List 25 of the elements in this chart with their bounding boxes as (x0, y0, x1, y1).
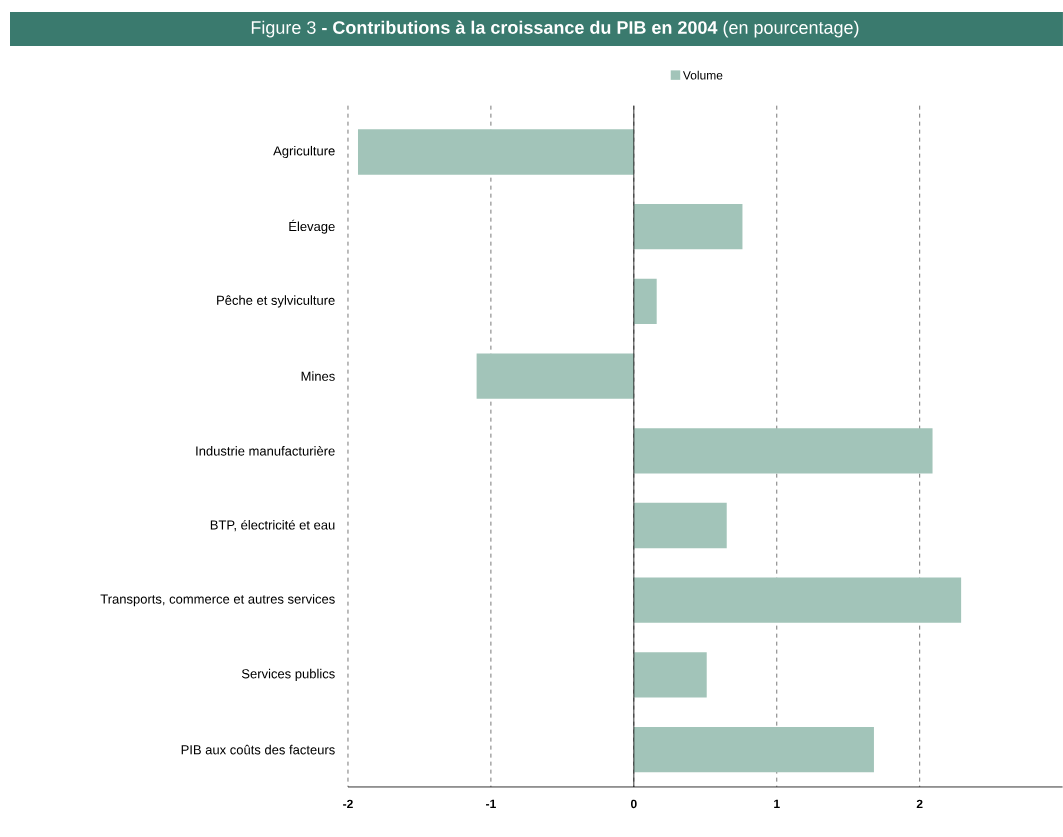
bar (357, 129, 634, 175)
bar (633, 652, 707, 698)
x-tick-label: 0 (630, 799, 637, 809)
x-tick-label: 1 (774, 799, 780, 808)
x-tick-label: -2 (343, 799, 353, 809)
y-tick-label: Pêche et sylviculture (217, 295, 335, 308)
x-tick-label: -1 (486, 799, 496, 808)
y-tick-label: Élevage (289, 219, 335, 234)
y-tick-label: PIB aux coûts des facteurs (181, 744, 335, 755)
legend-label: Volume (682, 70, 723, 80)
bar (476, 353, 634, 399)
y-tick-label: Services publics (241, 668, 335, 681)
bar (633, 502, 727, 549)
bar (633, 726, 874, 773)
y-tick-label: Mines (301, 371, 335, 381)
y-tick-label: BTP, électricité et eau (210, 519, 335, 532)
bar (633, 428, 933, 474)
bar (633, 204, 743, 250)
chart-title: Figure 3 - Contributions à la croissance du PIB en 2004 (en pourcentage) (251, 20, 859, 38)
bar (633, 278, 657, 325)
y-tick-label: Transports, commerce et autres services (100, 594, 335, 607)
y-tick-label: Agriculture (273, 145, 335, 159)
x-tick-label: 2 (916, 799, 923, 809)
y-tick-label: Industrie manufacturière (196, 445, 335, 456)
bar (633, 577, 962, 623)
